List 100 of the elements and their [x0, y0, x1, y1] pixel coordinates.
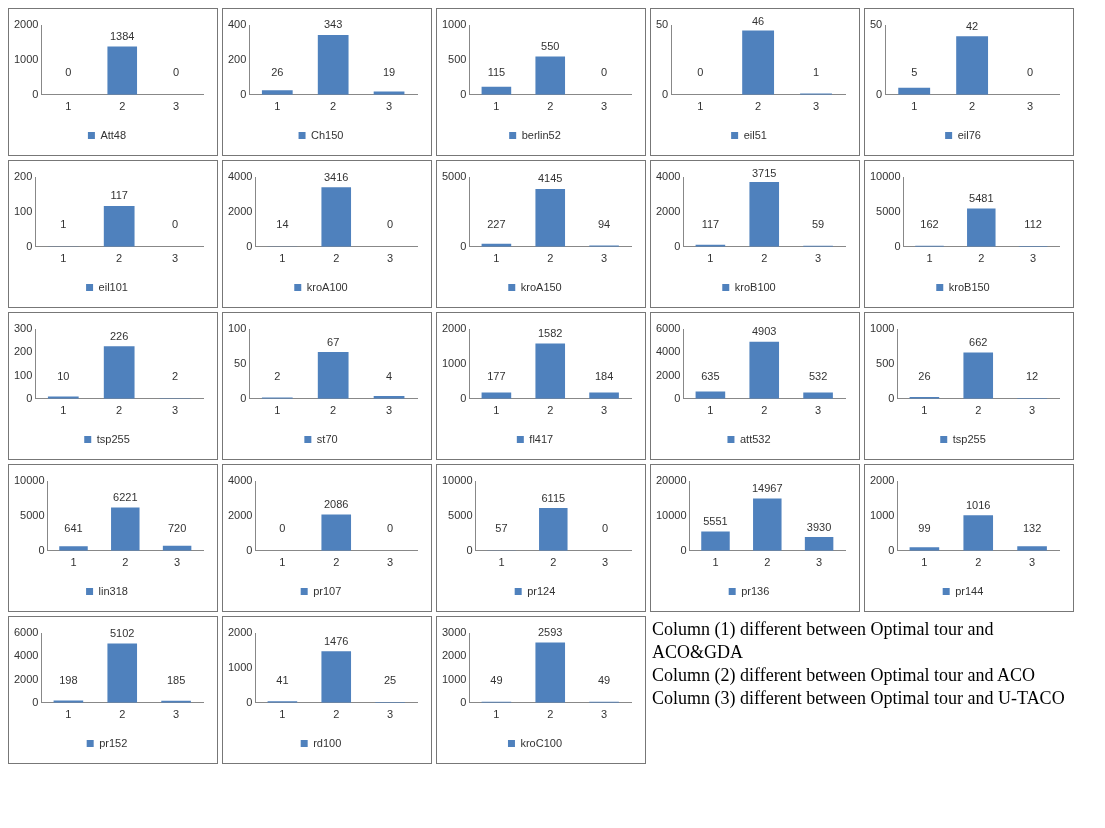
legend-label: eil76 — [957, 128, 981, 141]
y-tick-label: 0 — [894, 239, 901, 252]
y-tick-label: 200 — [227, 52, 247, 65]
data-label: 5481 — [969, 192, 994, 205]
bar — [753, 498, 782, 551]
y-tick-label: 0 — [26, 391, 33, 404]
y-tick-label: 0 — [460, 87, 467, 100]
x-tick-label: 1 — [926, 252, 933, 265]
data-label: 532 — [808, 370, 828, 383]
y-tick-label: 1000 — [441, 356, 467, 369]
data-label: 2593 — [537, 626, 563, 638]
x-tick-label: 3 — [601, 404, 608, 417]
data-label: 343 — [324, 18, 343, 31]
x-tick-label: 1 — [279, 252, 286, 265]
data-label: 3416 — [323, 170, 349, 183]
x-tick-label: 2 — [547, 100, 554, 113]
x-tick-label: 2 — [978, 252, 985, 265]
x-tick-label: 2 — [330, 404, 337, 417]
data-label: 1 — [60, 218, 67, 231]
x-tick-label: 3 — [386, 100, 393, 113]
x-tick-label: 3 — [815, 404, 822, 417]
y-tick-label: 3000 — [441, 626, 467, 639]
y-tick-label: 0 — [662, 87, 669, 100]
x-tick-label: 2 — [119, 708, 126, 721]
data-label: 0 — [172, 218, 179, 231]
bar — [103, 346, 135, 399]
y-tick-label: 200 — [13, 170, 33, 183]
legend-label: kroA150 — [520, 280, 562, 293]
y-tick-label: 2000 — [655, 204, 681, 217]
x-tick-label: 3 — [173, 708, 180, 721]
y-tick-label: 6000 — [655, 322, 681, 335]
data-label: 26 — [918, 370, 931, 383]
data-label: 49 — [597, 674, 611, 687]
x-tick-label: 3 — [601, 252, 608, 265]
x-tick-label: 1 — [274, 100, 281, 113]
y-tick-label: 4000 — [227, 474, 253, 487]
y-tick-label: 2000 — [227, 626, 253, 639]
data-label: 662 — [969, 336, 988, 349]
data-label: 184 — [594, 370, 614, 383]
data-label: 67 — [327, 335, 340, 348]
y-tick-label: 5000 — [876, 204, 901, 217]
y-tick-label: 1000 — [441, 672, 467, 685]
data-label: 2086 — [323, 497, 349, 510]
x-tick-label: 3 — [172, 404, 179, 417]
x-tick-label: 3 — [1026, 100, 1034, 113]
y-tick-label: 500 — [876, 356, 895, 369]
data-label: 0 — [601, 66, 608, 79]
x-tick-label: 2 — [969, 100, 976, 113]
bar — [963, 515, 994, 551]
data-label: 5102 — [109, 626, 135, 639]
data-label: 227 — [487, 218, 506, 231]
data-label: 6115 — [541, 491, 566, 504]
x-tick-label: 3 — [387, 252, 394, 265]
y-tick-label: 1000 — [869, 322, 895, 335]
y-tick-label: 1000 — [441, 18, 467, 31]
y-tick-label: 50 — [869, 18, 883, 31]
x-tick-label: 3 — [386, 404, 393, 417]
y-tick-label: 2000 — [227, 508, 253, 521]
y-tick-label: 0 — [460, 695, 467, 708]
y-tick-label: 4000 — [227, 170, 253, 183]
x-tick-label: 1 — [493, 404, 500, 417]
legend-label: kroA100 — [306, 280, 348, 293]
text: Column (1) different between Optimal tour and ACO&GDA — [652, 618, 995, 664]
data-label: 19 — [382, 66, 396, 79]
data-label: 0 — [173, 66, 180, 79]
data-label: 4145 — [537, 172, 563, 185]
x-tick-label: 3 — [601, 100, 608, 113]
legend-label: kroB150 — [948, 280, 990, 293]
x-tick-label: 2 — [116, 404, 123, 417]
bar — [963, 352, 994, 399]
data-label: 12 — [1025, 370, 1039, 383]
x-tick-label: 1 — [70, 556, 77, 569]
y-tick-label: 50 — [234, 356, 247, 369]
x-tick-label: 3 — [1030, 252, 1037, 265]
y-tick-label: 0 — [240, 391, 247, 404]
data-label: 25 — [383, 674, 397, 687]
x-tick-label: 1 — [60, 252, 67, 265]
data-label: 3715 — [751, 166, 777, 179]
y-tick-label: 5000 — [20, 508, 45, 521]
y-tick-label: 0 — [246, 543, 253, 556]
legend-label: pr136 — [741, 584, 770, 597]
x-tick-label: 1 — [707, 252, 714, 265]
x-tick-label: 2 — [333, 708, 340, 721]
y-tick-label: 0 — [674, 239, 681, 252]
data-label: 0 — [1026, 66, 1034, 79]
x-tick-label: 2 — [330, 100, 337, 113]
x-tick-label: 1 — [493, 708, 500, 721]
x-tick-label: 2 — [547, 252, 554, 265]
y-tick-label: 2000 — [227, 204, 253, 217]
data-label: 226 — [110, 329, 129, 342]
x-tick-label: 2 — [975, 404, 982, 417]
x-tick-label: 2 — [547, 404, 554, 417]
y-tick-label: 2000 — [13, 18, 39, 31]
x-tick-label: 3 — [815, 252, 822, 265]
x-tick-label: 1 — [65, 708, 72, 721]
x-tick-label: 3 — [816, 556, 823, 569]
y-tick-label: 5000 — [441, 170, 467, 183]
y-tick-label: 0 — [460, 391, 467, 404]
data-label: 5551 — [703, 514, 728, 527]
y-tick-label: 10000 — [869, 170, 901, 183]
